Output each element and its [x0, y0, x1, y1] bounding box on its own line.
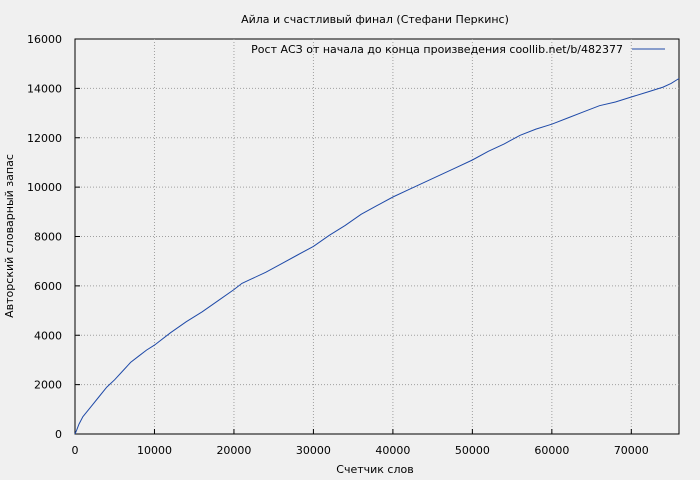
- x-tick-label: 30000: [296, 444, 331, 457]
- x-tick-label: 50000: [455, 444, 490, 457]
- y-tick-label: 10000: [27, 181, 62, 194]
- series-line: [74, 78, 680, 435]
- x-tick-label: 0: [72, 444, 79, 457]
- x-tick-label: 60000: [534, 444, 569, 457]
- x-axis-label: Счетчик слов: [336, 463, 413, 476]
- x-tick-label: 40000: [375, 444, 410, 457]
- y-tick-label: 2000: [34, 379, 62, 392]
- legend-label: Рост АСЗ от начала до конца произведения…: [251, 43, 623, 56]
- y-axis-ticks: 0 2000 4000 6000 8000 10000 12000 14000 16000: [27, 33, 80, 441]
- plot-area: [74, 38, 680, 435]
- x-tick-label: 70000: [614, 444, 649, 457]
- x-axis-ticks: 0 10000 20000 30000 40000 50000 60000 70000: [72, 429, 649, 457]
- y-tick-label: 14000: [27, 82, 62, 95]
- legend: Рост АСЗ от начала до конца произведения…: [251, 43, 665, 56]
- y-tick-label: 6000: [34, 280, 62, 293]
- y-axis-label: Авторский словарный запас: [3, 154, 16, 318]
- x-tick-label: 20000: [216, 444, 251, 457]
- x-tick-label: 10000: [137, 444, 172, 457]
- y-tick-label: 0: [55, 428, 62, 441]
- y-tick-label: 16000: [27, 33, 62, 46]
- y-tick-label: 12000: [27, 132, 62, 145]
- chart-title: Айла и счастливый финал (Стефани Перкинс…: [241, 13, 509, 26]
- y-tick-label: 4000: [34, 329, 62, 342]
- y-tick-label: 8000: [34, 231, 62, 244]
